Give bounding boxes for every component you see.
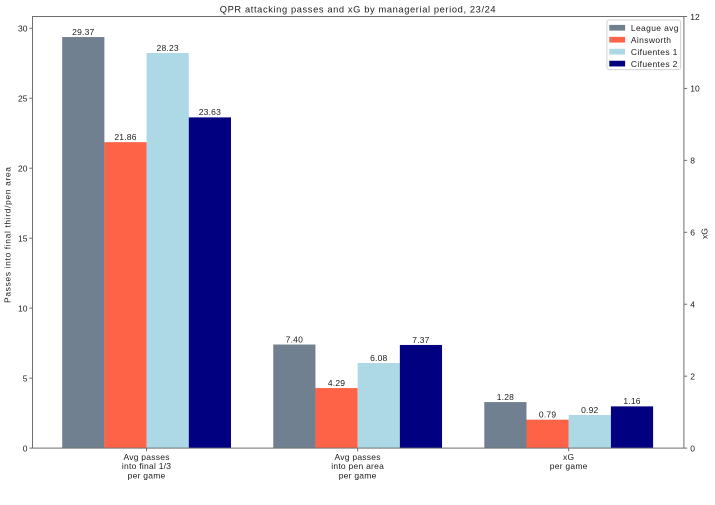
svg-text:into final 1/3: into final 1/3 (122, 461, 171, 471)
svg-text:8: 8 (690, 156, 695, 166)
svg-text:Passes into final third/pen ar: Passes into final third/pen area (3, 166, 13, 303)
svg-text:1.16: 1.16 (623, 396, 640, 406)
svg-text:0: 0 (690, 443, 695, 453)
svg-text:7.37: 7.37 (412, 335, 429, 345)
svg-text:30: 30 (18, 24, 28, 34)
svg-text:25: 25 (18, 94, 28, 104)
svg-text:into pen area: into pen area (331, 461, 384, 471)
svg-text:1.28: 1.28 (497, 392, 514, 402)
svg-text:xG: xG (563, 452, 574, 462)
svg-text:12: 12 (690, 12, 700, 22)
svg-text:0.79: 0.79 (539, 409, 556, 419)
svg-text:28.23: 28.23 (157, 43, 179, 53)
svg-text:10: 10 (18, 303, 28, 313)
svg-text:10: 10 (690, 84, 700, 94)
svg-text:per game: per game (550, 461, 588, 471)
svg-text:0: 0 (23, 443, 28, 453)
svg-text:Avg passes: Avg passes (123, 452, 169, 462)
svg-text:6.08: 6.08 (370, 353, 387, 363)
svg-text:Cifuentes 1: Cifuentes 1 (631, 47, 678, 57)
svg-text:QPR attacking passes and xG by: QPR attacking passes and xG by manageria… (220, 5, 496, 15)
svg-text:Ainsworth: Ainsworth (631, 35, 671, 45)
svg-text:7.40: 7.40 (286, 334, 303, 344)
svg-text:6: 6 (690, 228, 695, 238)
svg-text:4.29: 4.29 (328, 378, 345, 388)
svg-text:per game: per game (128, 470, 166, 480)
svg-text:4: 4 (690, 300, 695, 310)
svg-text:2: 2 (690, 371, 695, 381)
svg-text:0.92: 0.92 (581, 405, 598, 415)
svg-text:Cifuentes 2: Cifuentes 2 (631, 59, 678, 69)
svg-text:15: 15 (18, 233, 28, 243)
svg-text:League avg: League avg (631, 23, 679, 33)
svg-text:5: 5 (23, 373, 28, 383)
svg-text:21.86: 21.86 (114, 132, 136, 142)
svg-text:29.37: 29.37 (72, 27, 94, 37)
svg-text:xG: xG (699, 228, 709, 239)
svg-text:Avg passes: Avg passes (335, 452, 381, 462)
svg-text:20: 20 (18, 163, 28, 173)
svg-text:per game: per game (339, 470, 377, 480)
svg-text:23.63: 23.63 (199, 107, 221, 117)
